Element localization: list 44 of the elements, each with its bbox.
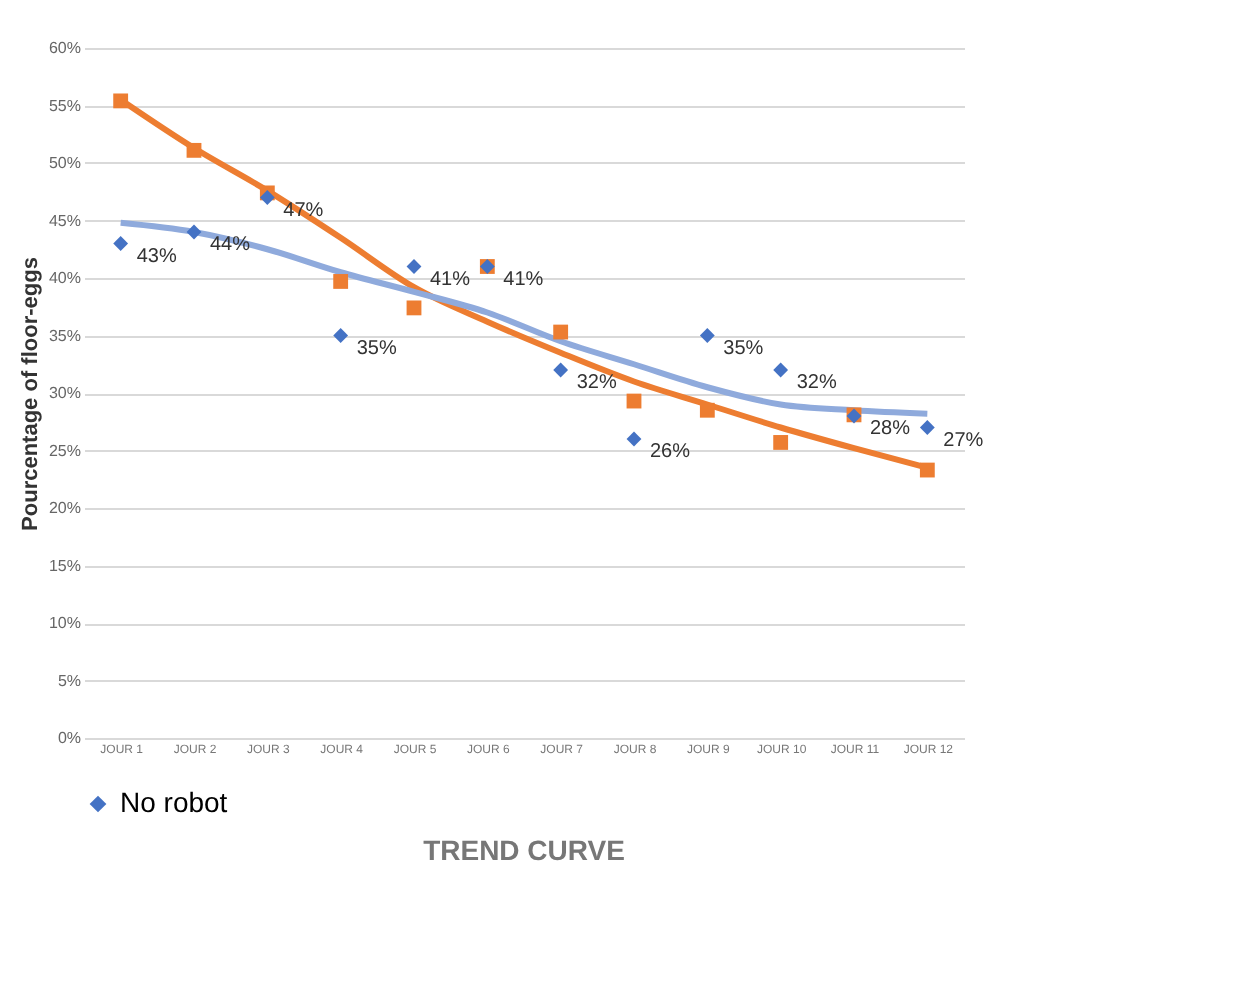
point: [553, 324, 569, 340]
data-label: 43%: [136, 245, 177, 268]
point: [333, 274, 349, 289]
data-label: 32%: [576, 372, 617, 394]
point: [626, 431, 642, 447]
data-label: 41%: [430, 268, 471, 291]
text: TREND CURVE: [423, 834, 625, 866]
point: [553, 362, 569, 378]
data-label: 41%: [503, 268, 544, 291]
legend-label: No robot: [120, 786, 228, 818]
data-label: 32%: [796, 372, 837, 394]
data-label: 44%: [210, 234, 251, 256]
data-label: 27%: [943, 429, 984, 452]
point: [699, 402, 715, 418]
y-tick-label: 0%: [57, 729, 81, 747]
point: [773, 362, 789, 378]
y-tick-label: 10%: [48, 614, 81, 632]
y-tick-label: 20%: [48, 499, 81, 517]
point: [773, 435, 789, 450]
y-axis-title: Pourcentage of floor-eggs: [18, 257, 43, 531]
point: [113, 93, 129, 109]
point: [699, 328, 715, 343]
y-tick-label: 25%: [48, 441, 81, 460]
y-tick-label: 35%: [48, 326, 81, 345]
point: [186, 142, 202, 158]
data-label: 26%: [650, 441, 691, 463]
data-label: 35%: [356, 337, 397, 360]
y-tick-label: 15%: [48, 556, 81, 575]
y-tick-label: 55%: [48, 96, 81, 115]
y-tick-label: 30%: [48, 384, 81, 402]
y-tick-label: 60%: [48, 39, 81, 57]
point: [259, 190, 275, 205]
y-tick-label: 40%: [48, 269, 81, 287]
point: [333, 328, 349, 343]
data-label: 28%: [870, 418, 911, 440]
point: [113, 236, 129, 251]
point: [919, 420, 935, 435]
y-tick-label: 5%: [57, 671, 81, 690]
point: [186, 224, 202, 240]
y-tick-label: 45%: [48, 211, 81, 230]
point: [919, 462, 935, 478]
data-label: 35%: [723, 337, 764, 360]
y-tick-label: 50%: [48, 154, 81, 172]
point: [406, 300, 422, 316]
